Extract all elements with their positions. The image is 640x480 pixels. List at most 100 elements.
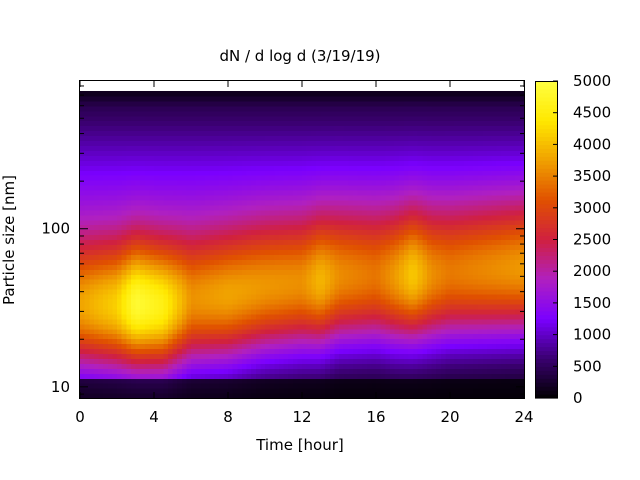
heatmap-cell: [376, 289, 382, 295]
heatmap-cell: [195, 234, 201, 241]
heatmap-cell: [362, 289, 368, 295]
heatmap-cell: [154, 279, 160, 285]
heatmap-cell: [121, 160, 127, 166]
heatmap-cell: [117, 289, 123, 295]
heatmap-cell: [218, 115, 224, 122]
heatmap-cell: [121, 378, 127, 384]
heatmap-cell: [403, 95, 409, 102]
heatmap-cell: [440, 239, 446, 246]
heatmap-cell: [408, 274, 414, 280]
heatmap-cell: [228, 229, 234, 236]
heatmap-cell: [302, 100, 308, 107]
heatmap-cell: [172, 264, 178, 270]
heatmap-cell: [376, 135, 382, 142]
heatmap-cell: [177, 318, 183, 325]
heatmap-cell: [339, 323, 345, 330]
heatmap-cell: [121, 279, 127, 285]
heatmap-cell: [167, 368, 174, 374]
heatmap-cell: [191, 95, 197, 102]
heatmap-cell: [311, 259, 317, 265]
heatmap-cell: [107, 343, 113, 350]
heatmap-cell: [440, 199, 446, 206]
heatmap-cell: [228, 368, 234, 374]
heatmap-cell: [255, 318, 261, 325]
heatmap-cell: [214, 259, 220, 265]
heatmap-cell: [237, 170, 243, 176]
heatmap-cell: [348, 368, 354, 374]
heatmap-cell: [431, 318, 437, 325]
heatmap-cell: [399, 234, 405, 241]
heatmap-cell: [98, 140, 104, 146]
heatmap-cell: [339, 229, 345, 236]
heatmap-cell: [107, 249, 113, 255]
heatmap-cell: [371, 249, 377, 255]
heatmap-cell: [431, 145, 437, 151]
heatmap-cell: [130, 90, 137, 97]
heatmap-cell: [241, 105, 248, 112]
heatmap-cell: [232, 388, 238, 394]
heatmap-cell: [121, 328, 127, 335]
heatmap-cell: [278, 165, 285, 171]
heatmap-cell: [121, 120, 127, 127]
heatmap-cell: [251, 239, 257, 246]
heatmap-cell: [371, 279, 377, 285]
heatmap-cell: [177, 95, 183, 102]
heatmap-cell: [297, 110, 303, 117]
heatmap-cell: [362, 100, 368, 107]
heatmap-cell: [260, 135, 266, 142]
heatmap-cell: [334, 130, 340, 137]
heatmap-cell: [93, 214, 100, 221]
heatmap-cell: [167, 90, 174, 97]
heatmap-cell: [278, 269, 285, 275]
heatmap-cell: [232, 239, 238, 246]
heatmap-cell: [103, 180, 109, 186]
heatmap-cell: [440, 244, 446, 250]
heatmap-cell: [103, 293, 109, 300]
heatmap-cell: [204, 140, 211, 146]
heatmap-cell: [200, 170, 206, 176]
heatmap-cell: [408, 160, 414, 166]
heatmap-cell: [408, 234, 414, 241]
heatmap-cell: [130, 224, 137, 231]
heatmap-cell: [149, 338, 155, 345]
heatmap-cell: [191, 90, 197, 97]
heatmap-cell: [426, 204, 433, 211]
heatmap-cell: [195, 145, 201, 151]
heatmap-cell: [408, 279, 414, 285]
heatmap-cell: [167, 214, 174, 221]
heatmap-cell: [380, 90, 386, 97]
heatmap-cell: [278, 155, 285, 161]
heatmap-cell: [149, 293, 155, 300]
heatmap-cell: [237, 393, 243, 399]
heatmap-cell: [135, 303, 141, 310]
heatmap-cell: [241, 234, 248, 241]
heatmap-cell: [302, 393, 308, 399]
heatmap-cell: [107, 293, 113, 300]
heatmap-cell: [348, 378, 354, 384]
heatmap-cell: [144, 214, 150, 221]
heatmap-cell: [135, 224, 141, 231]
heatmap-cell: [107, 165, 113, 171]
heatmap-cell: [181, 100, 187, 107]
heatmap-cell: [385, 338, 391, 345]
heatmap-cell: [177, 234, 183, 241]
heatmap-cell: [228, 328, 234, 335]
heatmap-cell: [436, 383, 442, 389]
heatmap-cell: [177, 224, 183, 231]
heatmap-cell: [403, 269, 409, 275]
heatmap-cell: [260, 303, 266, 310]
heatmap-cell: [399, 353, 405, 359]
heatmap-cell: [269, 264, 275, 270]
heatmap-cell: [84, 150, 90, 156]
heatmap-cell: [80, 378, 86, 384]
heatmap-cell: [204, 185, 211, 191]
heatmap-cell: [163, 244, 169, 250]
heatmap-cell: [154, 160, 160, 166]
heatmap-cell: [177, 239, 183, 246]
heatmap-cell: [255, 214, 261, 221]
heatmap-cell: [352, 140, 359, 146]
heatmap-cell: [251, 115, 257, 122]
heatmap-cell: [343, 140, 349, 146]
heatmap-cell: [149, 259, 155, 265]
heatmap-cell: [241, 279, 248, 285]
